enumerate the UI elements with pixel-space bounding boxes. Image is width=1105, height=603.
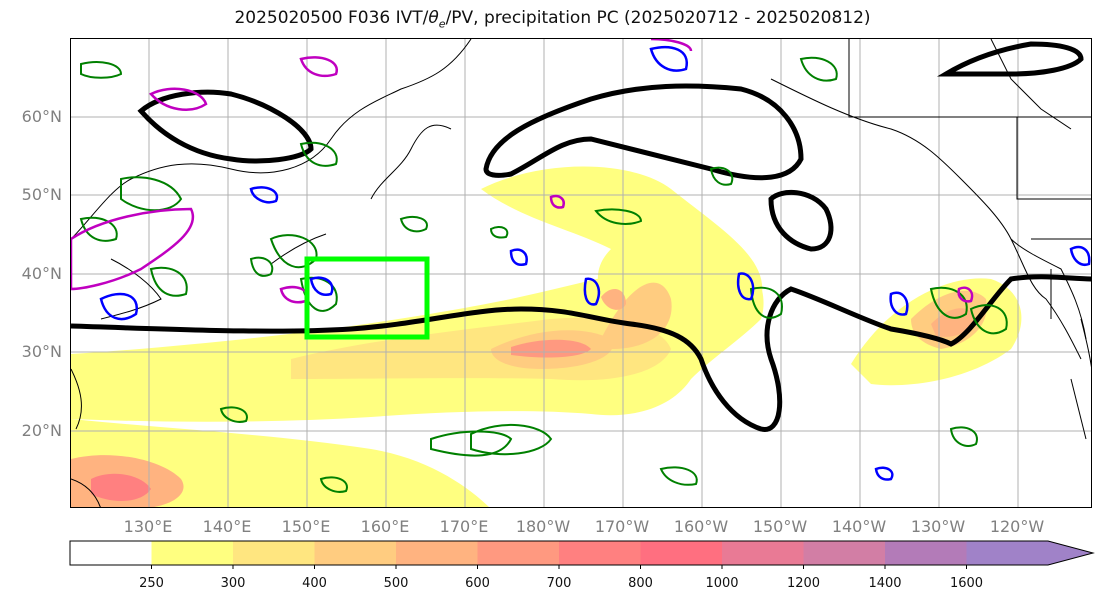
colorbar-tick-label: 800 xyxy=(628,576,653,591)
colorbar-cell xyxy=(233,541,315,565)
lon-label-150e: 150°E xyxy=(281,517,331,536)
lat-label-60n: 60°N xyxy=(21,107,62,126)
colorbar-cell xyxy=(885,541,967,565)
colorbar-extend-arrow xyxy=(966,541,1093,565)
lon-label-170e: 170°E xyxy=(439,517,489,536)
lon-label-130w: 130°W xyxy=(910,517,966,536)
pv-contours-blue xyxy=(99,45,1091,481)
lon-label-160w: 160°W xyxy=(673,517,729,536)
colorbar-tick-label: 1200 xyxy=(786,576,821,591)
colorbar-cell xyxy=(314,541,397,565)
colorbar-tick-label: 1400 xyxy=(868,576,902,591)
lon-label-120w: 120°W xyxy=(989,517,1045,536)
highlight-box xyxy=(304,256,430,340)
colorbar-cell xyxy=(70,541,152,565)
lon-label-160e: 160°E xyxy=(360,517,410,536)
lon-label-130e: 130°E xyxy=(123,517,173,536)
colorbar-tick-label: 600 xyxy=(465,576,490,591)
colorbar-ticks xyxy=(151,565,967,569)
map-panel xyxy=(70,38,1092,508)
colorbar-tick-label: 1600 xyxy=(949,576,984,591)
ivt-shading xyxy=(71,166,1022,507)
lon-label-140e: 140°E xyxy=(202,517,252,536)
coastlines xyxy=(71,39,1091,507)
colorbar-tick-label: 300 xyxy=(220,576,246,591)
lon-label-170w: 170°W xyxy=(594,517,650,536)
theta-contours xyxy=(71,41,1091,432)
map-canvas xyxy=(71,39,1091,507)
colorbar-tick-label: 1000 xyxy=(705,576,739,591)
colorbar-cells xyxy=(69,540,1095,566)
colorbar-outline xyxy=(69,540,1095,566)
colorbar-tick-label: 250 xyxy=(139,576,164,591)
colorbar-cell xyxy=(640,541,723,565)
colorbar-cell xyxy=(803,541,886,565)
colorbar-tick-label: 700 xyxy=(546,576,572,591)
colorbar-cell xyxy=(151,541,234,565)
colorbar-cell xyxy=(722,541,804,565)
colorbar-tick-label: 400 xyxy=(302,576,327,591)
colorbar-tick-label: 500 xyxy=(383,576,409,591)
lat-label-40n: 40°N xyxy=(21,264,62,283)
colorbar-cell xyxy=(559,541,641,565)
lat-label-50n: 50°N xyxy=(21,185,62,204)
lat-label-20n: 20°N xyxy=(21,421,62,440)
colorbar xyxy=(69,540,1095,569)
lon-label-150w: 150°W xyxy=(752,517,808,536)
colorbar-cell xyxy=(477,541,560,565)
map-title: 2025020500 F036 IVT/θe/PV, precipitation… xyxy=(234,8,871,31)
lon-label-180w: 180°W xyxy=(515,517,571,536)
lon-label-140w: 140°W xyxy=(831,517,887,536)
lat-label-30n: 30°N xyxy=(21,342,62,361)
colorbar-cell xyxy=(396,541,478,565)
